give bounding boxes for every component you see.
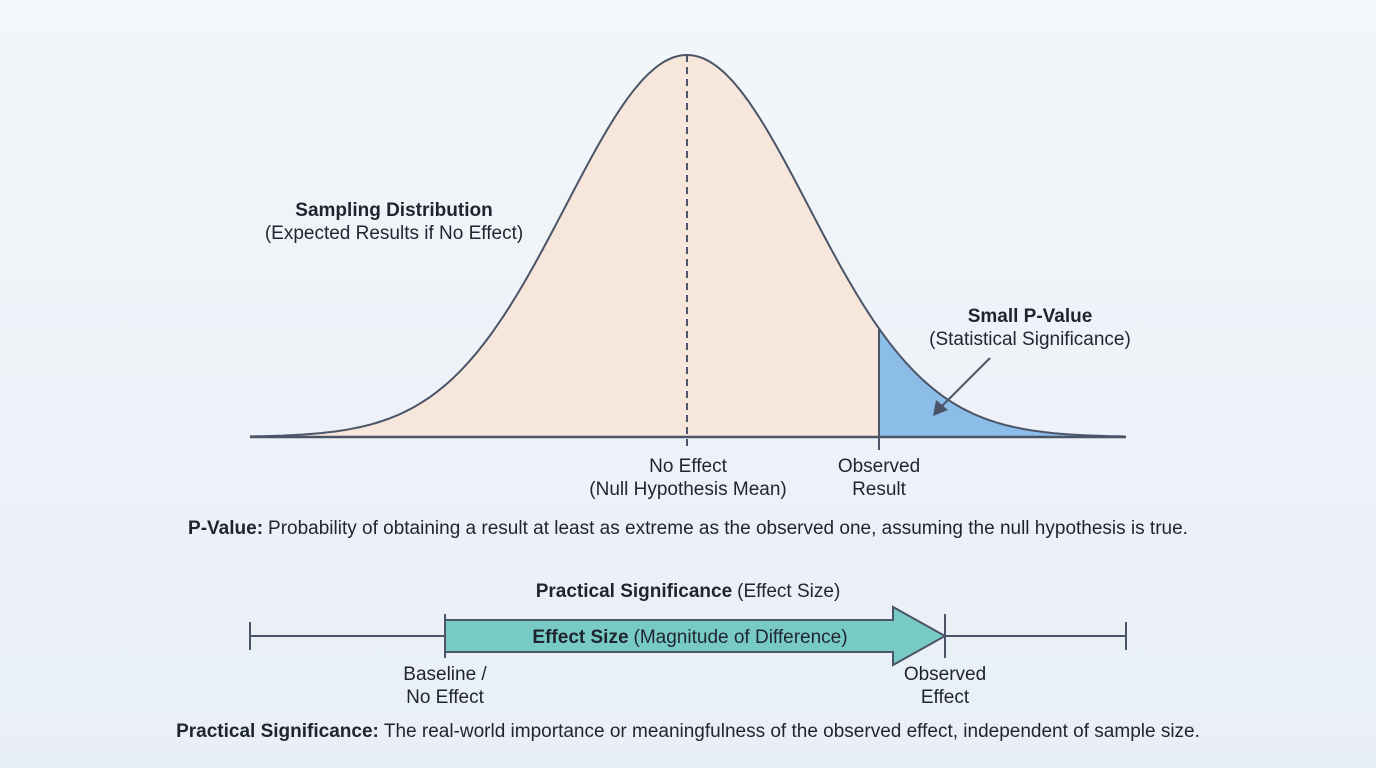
pvalue-title: Small P-Value (968, 306, 1093, 327)
definition: Probability of obtaining a result at lea… (268, 518, 1188, 539)
effect-arrow (444, 605, 948, 667)
term: Effect Size (532, 627, 628, 648)
practical-definition: Practical Significance: The real-world im… (176, 721, 1200, 742)
axis-label: Observed (838, 456, 920, 477)
pvalue-definition: P-Value: Probability of obtaining a resul… (188, 518, 1188, 539)
axis-label: Result (852, 479, 907, 500)
arrow-label: Effect Size (Magnitude of Difference) (532, 627, 847, 648)
curve-area (250, 55, 1125, 437)
axis-label: Baseline / (403, 664, 487, 685)
definition: The real-world importance or meaningfuln… (384, 721, 1200, 742)
term: Practical Significance: (176, 721, 379, 742)
axis-label: Observed (904, 664, 986, 685)
axis-label: No Effect (649, 456, 728, 477)
pointer-arrow (937, 357, 991, 411)
text: (Magnitude of Difference) (634, 627, 848, 648)
curve-title: Sampling Distribution (295, 200, 492, 221)
axis-label: No Effect (406, 687, 485, 708)
pvalue-subtitle: (Statistical Significance) (929, 329, 1131, 350)
axis-label: Effect (921, 687, 970, 708)
title: Practical Significance (536, 581, 732, 602)
subtitle: (Effect Size) (737, 581, 840, 602)
axis-label: (Null Hypothesis Mean) (589, 479, 786, 500)
term: P-Value: (188, 518, 263, 539)
pointer-head (933, 400, 948, 416)
effect-title: Practical Significance (Effect Size) (536, 581, 841, 602)
curve-subtitle: (Expected Results if No Effect) (265, 223, 523, 244)
